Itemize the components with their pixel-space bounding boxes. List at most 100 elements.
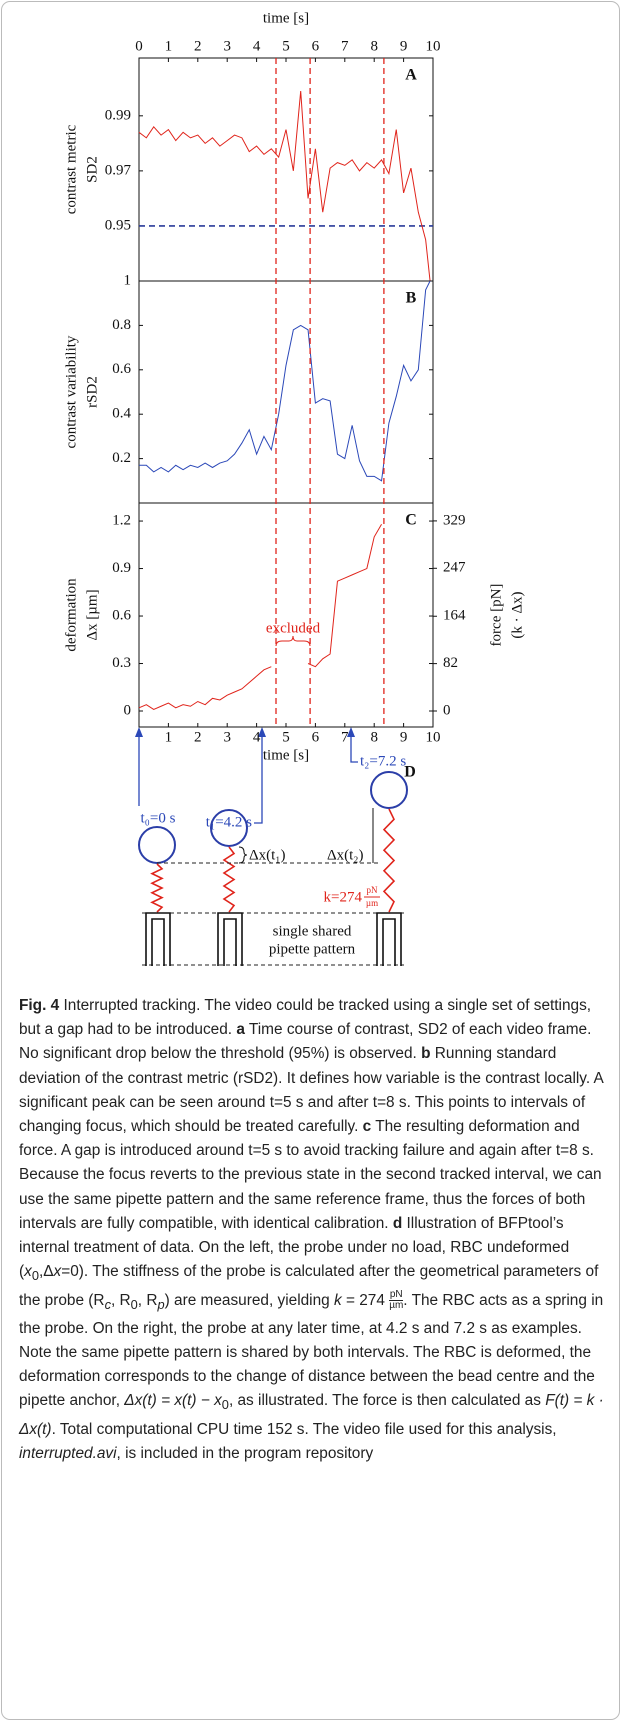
text: The resulting deformation and force. A g… [19, 1118, 602, 1232]
y-tick-label: 1.2 [112, 512, 131, 528]
arrow [350, 732, 358, 763]
x-tick-label: 2 [194, 729, 202, 745]
pattern-label: single shared [273, 923, 352, 939]
displacement-label: Δx(t₁) [249, 847, 286, 863]
x-tick-label: 10 [426, 729, 441, 745]
spring [222, 846, 236, 913]
math: k [334, 1291, 342, 1309]
y-tick-label: 0.6 [112, 361, 131, 377]
sub: p [157, 1296, 165, 1312]
x-tick-label: 10 [426, 38, 441, 54]
text: . The RBC acts as a spring in the probe.… [19, 1291, 604, 1410]
x-tick-label: 8 [370, 729, 378, 745]
figure: t₀=0 s t₁=4.2 s t₂=7.2 s Δx(t₁) Δx(t₂) k… [63, 10, 525, 966]
x-axis-label: time [s] [263, 10, 309, 26]
arrow [254, 732, 263, 824]
panel-label: B [406, 290, 417, 307]
y-axis-label: deformation [63, 578, 79, 652]
x-tick-label: 1 [165, 38, 173, 54]
x-tick-label: 0 [135, 38, 143, 54]
diagram-labels: t₀=0 s t₁=4.2 s t₂=7.2 s Δx(t₁) Δx(t₂) k… [141, 620, 416, 957]
y-tick-label: 0.4 [112, 406, 131, 422]
x-tick-label: 6 [312, 38, 320, 54]
y-tick-label: 0.2 [112, 450, 131, 466]
arrowhead [135, 727, 143, 737]
x-tick-label: 5 [282, 38, 290, 54]
pipette [376, 912, 402, 966]
y-tick-label: 0.9 [112, 560, 131, 576]
data-line [139, 280, 431, 482]
x-tick-label: 7 [341, 729, 349, 745]
y-axis-label: contrast variability [63, 335, 79, 448]
y-tick-label: 0.99 [105, 107, 131, 123]
bead [210, 809, 248, 847]
plot-frame [138, 502, 434, 728]
x-tick-label: 4 [253, 38, 261, 54]
x-tick-label: 6 [312, 729, 320, 745]
sub: 0 [31, 1268, 39, 1284]
y2-tick-label: 0 [443, 702, 451, 718]
x-tick-label: 1 [165, 729, 173, 745]
text: . Total computational CPU time 152 s. Th… [51, 1420, 557, 1438]
y-tick-label: 0 [124, 702, 132, 718]
label: c [362, 1118, 372, 1136]
math: F(t) = k · Δx(t) [19, 1392, 604, 1438]
text: Time course of contrast, SD2 of each vid… [19, 1021, 592, 1063]
fig-number: Fig. 4 [19, 997, 60, 1014]
x-tick-label: 4 [253, 729, 261, 745]
x-tick-label: 3 [223, 729, 231, 745]
arrowhead [258, 727, 266, 737]
displacement-label: Δx(t₂) [327, 847, 364, 863]
fraction: pN µm [389, 1289, 404, 1311]
spring [150, 863, 164, 913]
y-axis-label: Δx [µm] [84, 589, 100, 640]
y2-tick-label: 247 [443, 560, 466, 576]
x-tick-label: 9 [400, 38, 408, 54]
y-axis-label: SD2 [84, 156, 100, 183]
annotation: excluded [266, 620, 321, 636]
brace [238, 846, 248, 864]
pattern-label: pipette pattern [269, 941, 356, 957]
bead [138, 826, 176, 864]
excluded-brace [275, 635, 311, 647]
spring [382, 808, 396, 913]
filename: interrupted.avi [19, 1444, 117, 1462]
x-tick-label: 7 [341, 38, 349, 54]
label-bg [262, 924, 362, 958]
math: x [53, 1263, 62, 1281]
arrowhead [347, 727, 355, 737]
y-tick-label: 0.95 [105, 217, 131, 233]
text: , R [137, 1291, 158, 1309]
text: = 274 [341, 1291, 390, 1309]
caption: Fig. 4 Interrupted tracking. The video c… [19, 994, 609, 1466]
text: , is included in the program repository [116, 1444, 374, 1462]
stiffness-label: k=274 [324, 889, 363, 905]
time-label: t₀=0 s [141, 810, 176, 826]
x-axis-label: time [s] [263, 747, 309, 763]
y2-tick-label: 329 [443, 512, 466, 528]
y2-axis-label: (k · Δx) [509, 591, 525, 638]
plot-frame [138, 57, 434, 282]
label: a [236, 1021, 245, 1039]
unit: pN [367, 885, 379, 895]
text: =0). The stiffness of the probe is calcu… [19, 1263, 599, 1309]
math: x [24, 1263, 32, 1281]
time-label: t₂=7.2 s [360, 753, 406, 769]
y-axis-label: contrast metric [63, 124, 79, 214]
text: ,Δ [38, 1263, 54, 1281]
unit: µm [366, 898, 378, 908]
y-tick-label: 0.6 [112, 607, 131, 623]
y-tick-label: 1 [124, 272, 132, 288]
y2-axis-label: force [pN] [488, 584, 504, 647]
y-tick-label: 0.8 [112, 317, 131, 333]
bead [370, 771, 408, 809]
sub: 0 [130, 1296, 138, 1312]
diagram [135, 635, 408, 966]
x-tick-label: 8 [370, 38, 378, 54]
x-tick-label: 3 [223, 38, 231, 54]
label: d [392, 1214, 403, 1232]
x-tick-label: 9 [400, 729, 408, 745]
text: Illustration of BFPtool’s internal treat… [19, 1214, 570, 1281]
